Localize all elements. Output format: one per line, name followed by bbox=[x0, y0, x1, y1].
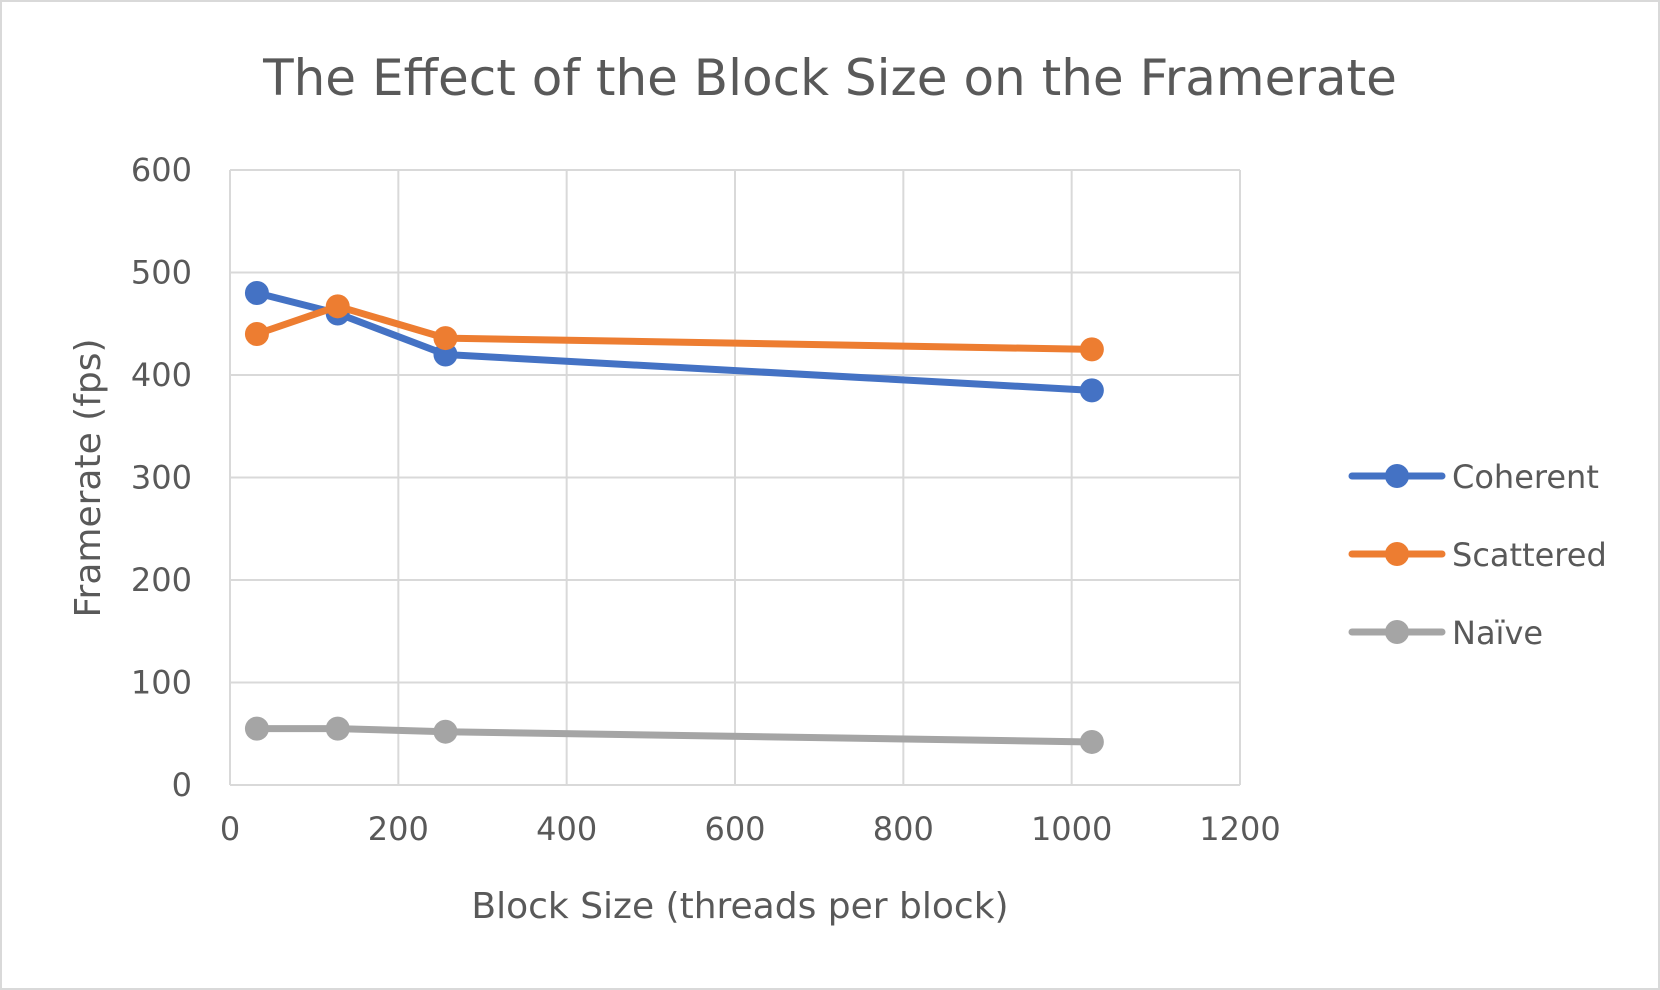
x-tick-label: 1000 bbox=[1031, 810, 1112, 848]
y-tick-label: 100 bbox=[131, 664, 192, 702]
y-tick-label: 200 bbox=[131, 561, 192, 599]
legend-item: Scattered bbox=[1348, 536, 1607, 574]
legend-marker bbox=[1385, 464, 1409, 488]
legend-item: Naïve bbox=[1348, 614, 1543, 652]
x-axis-title: Block Size (threads per block) bbox=[471, 886, 1008, 927]
series-layer bbox=[244, 281, 1104, 754]
x-tick-label: 200 bbox=[368, 810, 429, 848]
data-point bbox=[433, 342, 458, 367]
x-tick-label: 400 bbox=[536, 810, 597, 848]
data-point bbox=[244, 281, 269, 305]
series-line bbox=[253, 289, 1096, 394]
y-tick-label: 500 bbox=[131, 254, 192, 292]
data-point bbox=[1079, 378, 1104, 403]
y-axis-title: Framerate (fps) bbox=[68, 338, 109, 617]
legend-label: Naïve bbox=[1452, 614, 1543, 652]
x-tick-label: 1200 bbox=[1199, 810, 1280, 848]
data-point bbox=[433, 326, 458, 351]
x-axis-ticks: 0 200 400 600 800 1000 1200 bbox=[220, 810, 1281, 848]
series-line bbox=[253, 725, 1096, 746]
data-point bbox=[1079, 729, 1104, 754]
y-axis-ticks: 0 100 200 300 400 500 600 bbox=[131, 151, 192, 804]
data-point bbox=[325, 716, 350, 741]
legend-marker bbox=[1385, 620, 1409, 644]
data-point bbox=[244, 322, 269, 346]
series-2 bbox=[244, 716, 1104, 754]
grid-lines bbox=[229, 169, 1241, 786]
chart-title: The Effect of the Block Size on the Fram… bbox=[262, 49, 1397, 107]
series-1 bbox=[244, 294, 1104, 362]
data-point bbox=[433, 719, 458, 744]
series-line bbox=[253, 302, 1096, 353]
y-tick-label: 400 bbox=[131, 356, 192, 394]
x-tick-label: 800 bbox=[873, 810, 934, 848]
x-tick-label: 600 bbox=[704, 810, 765, 848]
y-tick-label: 300 bbox=[131, 459, 192, 497]
data-point bbox=[325, 294, 350, 319]
data-point bbox=[1079, 337, 1104, 362]
legend: Coherent Scattered Naïve bbox=[1348, 458, 1607, 652]
data-point bbox=[244, 716, 269, 741]
legend-item: Coherent bbox=[1348, 458, 1599, 496]
x-tick-label: 0 bbox=[220, 810, 240, 848]
y-tick-label: 0 bbox=[172, 766, 192, 804]
y-tick-label: 600 bbox=[131, 151, 192, 189]
legend-marker bbox=[1385, 542, 1409, 566]
legend-label: Coherent bbox=[1452, 458, 1599, 496]
legend-label: Scattered bbox=[1452, 536, 1607, 574]
